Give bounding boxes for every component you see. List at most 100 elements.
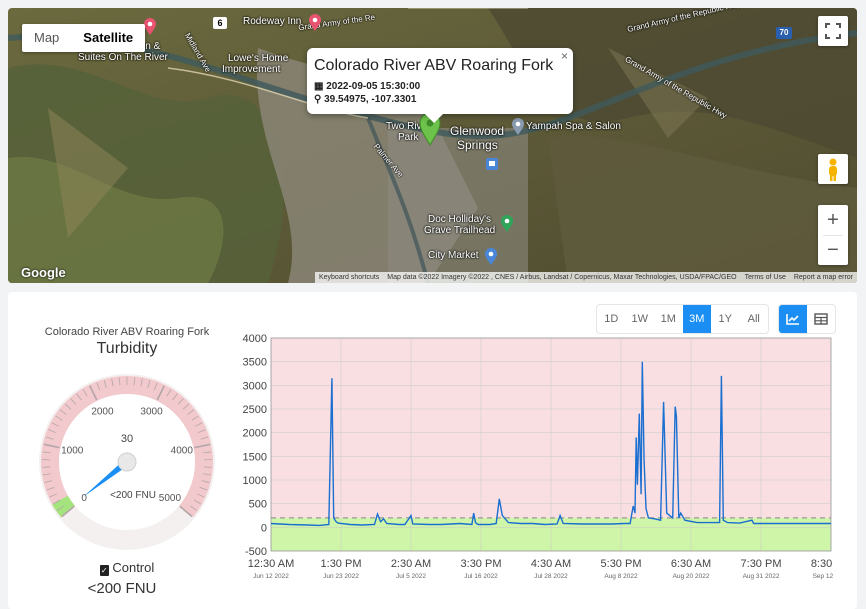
street-view-button[interactable] xyxy=(818,154,848,184)
range-1y-button[interactable]: 1Y xyxy=(718,313,732,325)
calendar-icon: ▦ xyxy=(314,81,324,92)
x-tick-label: 7:30 PM xyxy=(741,558,782,570)
gauge-minor-tick xyxy=(153,382,158,391)
gauge-minor-tick xyxy=(111,378,114,387)
pin-icon[interactable] xyxy=(143,18,157,36)
gauge-minor-tick xyxy=(51,422,59,427)
gauge-minor-tick xyxy=(55,415,63,421)
trail-pin-icon[interactable] xyxy=(500,215,514,233)
chart-view-button[interactable] xyxy=(779,305,807,333)
x-tick-date: Aug 31 2022 xyxy=(743,573,780,580)
range-1w-button[interactable]: 1W xyxy=(631,313,649,325)
range-all-button[interactable]: All xyxy=(747,313,760,325)
gauge-tick-label: 5000 xyxy=(159,493,182,504)
gauge-minor-tick xyxy=(193,499,202,505)
interstate-70-shield: 70 xyxy=(776,27,792,39)
x-tick-label: 3:30 PM xyxy=(461,558,502,570)
gauge-minor-tick xyxy=(49,493,58,498)
x-tick-date: Sep 12 2022 xyxy=(813,573,833,580)
y-tick-label: 500 xyxy=(249,499,267,511)
place-label: Improvement xyxy=(222,64,281,75)
y-tick-label: 2500 xyxy=(243,404,267,416)
google-logo: Google xyxy=(21,265,66,280)
x-tick-label: 2:30 AM xyxy=(391,558,431,570)
report-error-link[interactable]: Report a map error xyxy=(793,274,853,281)
gauge-minor-tick xyxy=(56,505,64,511)
x-tick-label: 12:30 AM xyxy=(248,558,294,570)
info-window-title: Colorado River ABV Roaring Fork xyxy=(314,57,554,74)
checkbox-icon[interactable]: ✓ xyxy=(99,565,109,576)
gauge-minor-tick xyxy=(76,393,82,401)
x-tick-label: 1:30 PM xyxy=(321,558,362,570)
gauge-value: 30 xyxy=(121,433,133,445)
place-label: Glenwood xyxy=(450,124,505,138)
transit-icon[interactable] xyxy=(486,158,498,170)
place-label: Doc Holliday's xyxy=(428,214,492,225)
range-1d-button[interactable]: 1D xyxy=(604,313,619,325)
gauge-minor-tick xyxy=(42,473,51,476)
fullscreen-icon xyxy=(825,23,841,39)
gauge-minor-tick xyxy=(42,466,51,468)
map-data-text: Map data ©2022 Imagery ©2022 , CNES / Ai… xyxy=(387,274,737,281)
map-type-satellite-button[interactable]: Satellite xyxy=(83,30,134,45)
gauge-minor-tick xyxy=(118,377,121,386)
gauge-unit-label: <200 FNU xyxy=(110,490,156,501)
gauge-site-name: Colorado River ABV Roaring Fork xyxy=(44,326,210,338)
gauge-parameter: Turbidity xyxy=(96,340,158,357)
gauge-major-tick xyxy=(43,443,60,449)
pin-icon[interactable] xyxy=(308,14,322,32)
x-tick-date: Aug 20 2022 xyxy=(673,573,710,580)
turbidity-chart[interactable]: 4000 3500 3000 2500 2000 1500 1000 500 0 -50012:3… xyxy=(233,328,833,608)
gauge-major-tick xyxy=(61,505,75,518)
gauge-minor-tick xyxy=(59,409,67,415)
fullscreen-button[interactable] xyxy=(818,16,848,46)
close-icon[interactable]: × xyxy=(560,49,568,63)
map-view[interactable]: Rodeway Inn Quality Inn & Suites On The … xyxy=(8,8,857,283)
gauge-hub xyxy=(117,452,137,472)
x-tick-date: Jul 5 2022 xyxy=(396,573,426,580)
gauge-minor-tick xyxy=(133,377,136,386)
zoom-out-button[interactable]: − xyxy=(827,239,839,261)
pegman-icon xyxy=(829,158,837,181)
range-1m-button[interactable]: 1M xyxy=(660,313,676,325)
map-type-map-button[interactable]: Map xyxy=(34,30,60,45)
gauge-tick-label: 2000 xyxy=(91,407,114,418)
terms-link[interactable]: Terms of Use xyxy=(744,274,786,281)
place-label: Yampah Spa & Salon xyxy=(526,121,621,132)
x-tick-date: Jun 12 2022 xyxy=(253,573,289,580)
place-label: Suites On The River xyxy=(78,52,168,63)
y-tick-label: 4000 xyxy=(243,333,267,345)
gauge-minor-tick xyxy=(64,403,72,410)
turbidity-gauge: 0 1000 2000 3000 4000 5000 30 <200 FNU xyxy=(39,374,215,550)
x-tick-date: Jul 16 2022 xyxy=(464,573,498,580)
place-label: Grave Trailhead xyxy=(424,225,496,236)
gauge-minor-tick xyxy=(195,422,203,427)
place-label: Lowe's Home xyxy=(228,53,289,64)
place-label: Rodeway Inn xyxy=(243,16,302,27)
gauge-tick-label: 1000 xyxy=(61,445,84,456)
view-selector xyxy=(778,304,836,334)
table-view-button[interactable] xyxy=(807,305,835,333)
y-tick-label: 1000 xyxy=(243,475,267,487)
gauge-minor-tick xyxy=(172,393,178,401)
gauge-major-tick xyxy=(156,385,165,401)
range-3m-button[interactable]: 3M xyxy=(682,305,711,333)
info-window-datetime: 2022-09-05 15:30:00 xyxy=(326,81,421,92)
gauge-minor-tick xyxy=(182,403,190,410)
y-tick-label: -500 xyxy=(245,546,267,558)
gauge-minor-tick xyxy=(203,466,212,468)
zoom-in-button[interactable]: + xyxy=(827,209,839,231)
zoom-control: + − xyxy=(818,205,848,265)
gauge-minor-tick xyxy=(52,499,61,505)
gauge-minor-tick xyxy=(199,486,208,491)
gauge-minor-tick xyxy=(140,378,143,387)
x-tick-label: 6:30 AM xyxy=(671,558,711,570)
shop-pin-icon[interactable] xyxy=(484,248,498,266)
chart-icon xyxy=(786,314,799,325)
x-tick-label: 5:30 PM xyxy=(601,558,642,570)
pin-icon[interactable] xyxy=(511,118,525,136)
x-tick-label: 8:30 AM xyxy=(811,558,833,570)
gauge-minor-tick xyxy=(201,480,210,483)
control-toggle[interactable]: ✓ Control xyxy=(8,560,246,576)
keyboard-shortcuts-link[interactable]: Keyboard shortcuts xyxy=(318,274,380,281)
